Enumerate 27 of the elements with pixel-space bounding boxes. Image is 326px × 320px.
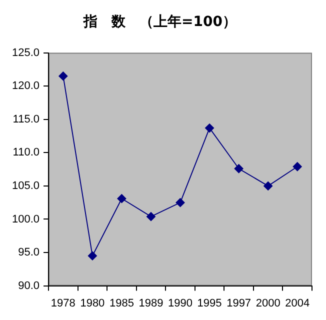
y-tick-label: 115.0 [12, 113, 40, 126]
point [264, 181, 273, 190]
x-tick-label: 1990 [168, 297, 193, 310]
x-tick-label: 1989 [138, 297, 164, 310]
x-tick-label: 1997 [226, 297, 252, 310]
y-tick-label: 125.0 [12, 46, 40, 59]
x-tick-label: 2004 [285, 297, 310, 310]
point [88, 251, 97, 260]
chart-title: 指 数 （上年=100） [82, 14, 236, 30]
x-tick-label: 1985 [109, 297, 134, 310]
y-tick-label: 110.0 [12, 146, 40, 159]
x-tick-label: 1978 [50, 297, 76, 310]
y-tick-label: 90.0 [18, 280, 40, 292]
y-tick-label: 105.0 [12, 180, 40, 192]
point [176, 198, 185, 208]
y-tick-label: 95.0 [18, 246, 40, 259]
x-tick-label: 2000 [256, 297, 280, 310]
point [292, 162, 302, 172]
y-tick-label: 100.0 [12, 213, 40, 226]
point [205, 124, 214, 133]
point [117, 194, 126, 204]
point [146, 212, 156, 222]
y-tick-label: 120.0 [12, 80, 40, 92]
x-tick-label: 1995 [197, 297, 222, 310]
point [58, 72, 68, 81]
x-tick-label: 1980 [80, 297, 105, 310]
point [234, 164, 244, 174]
